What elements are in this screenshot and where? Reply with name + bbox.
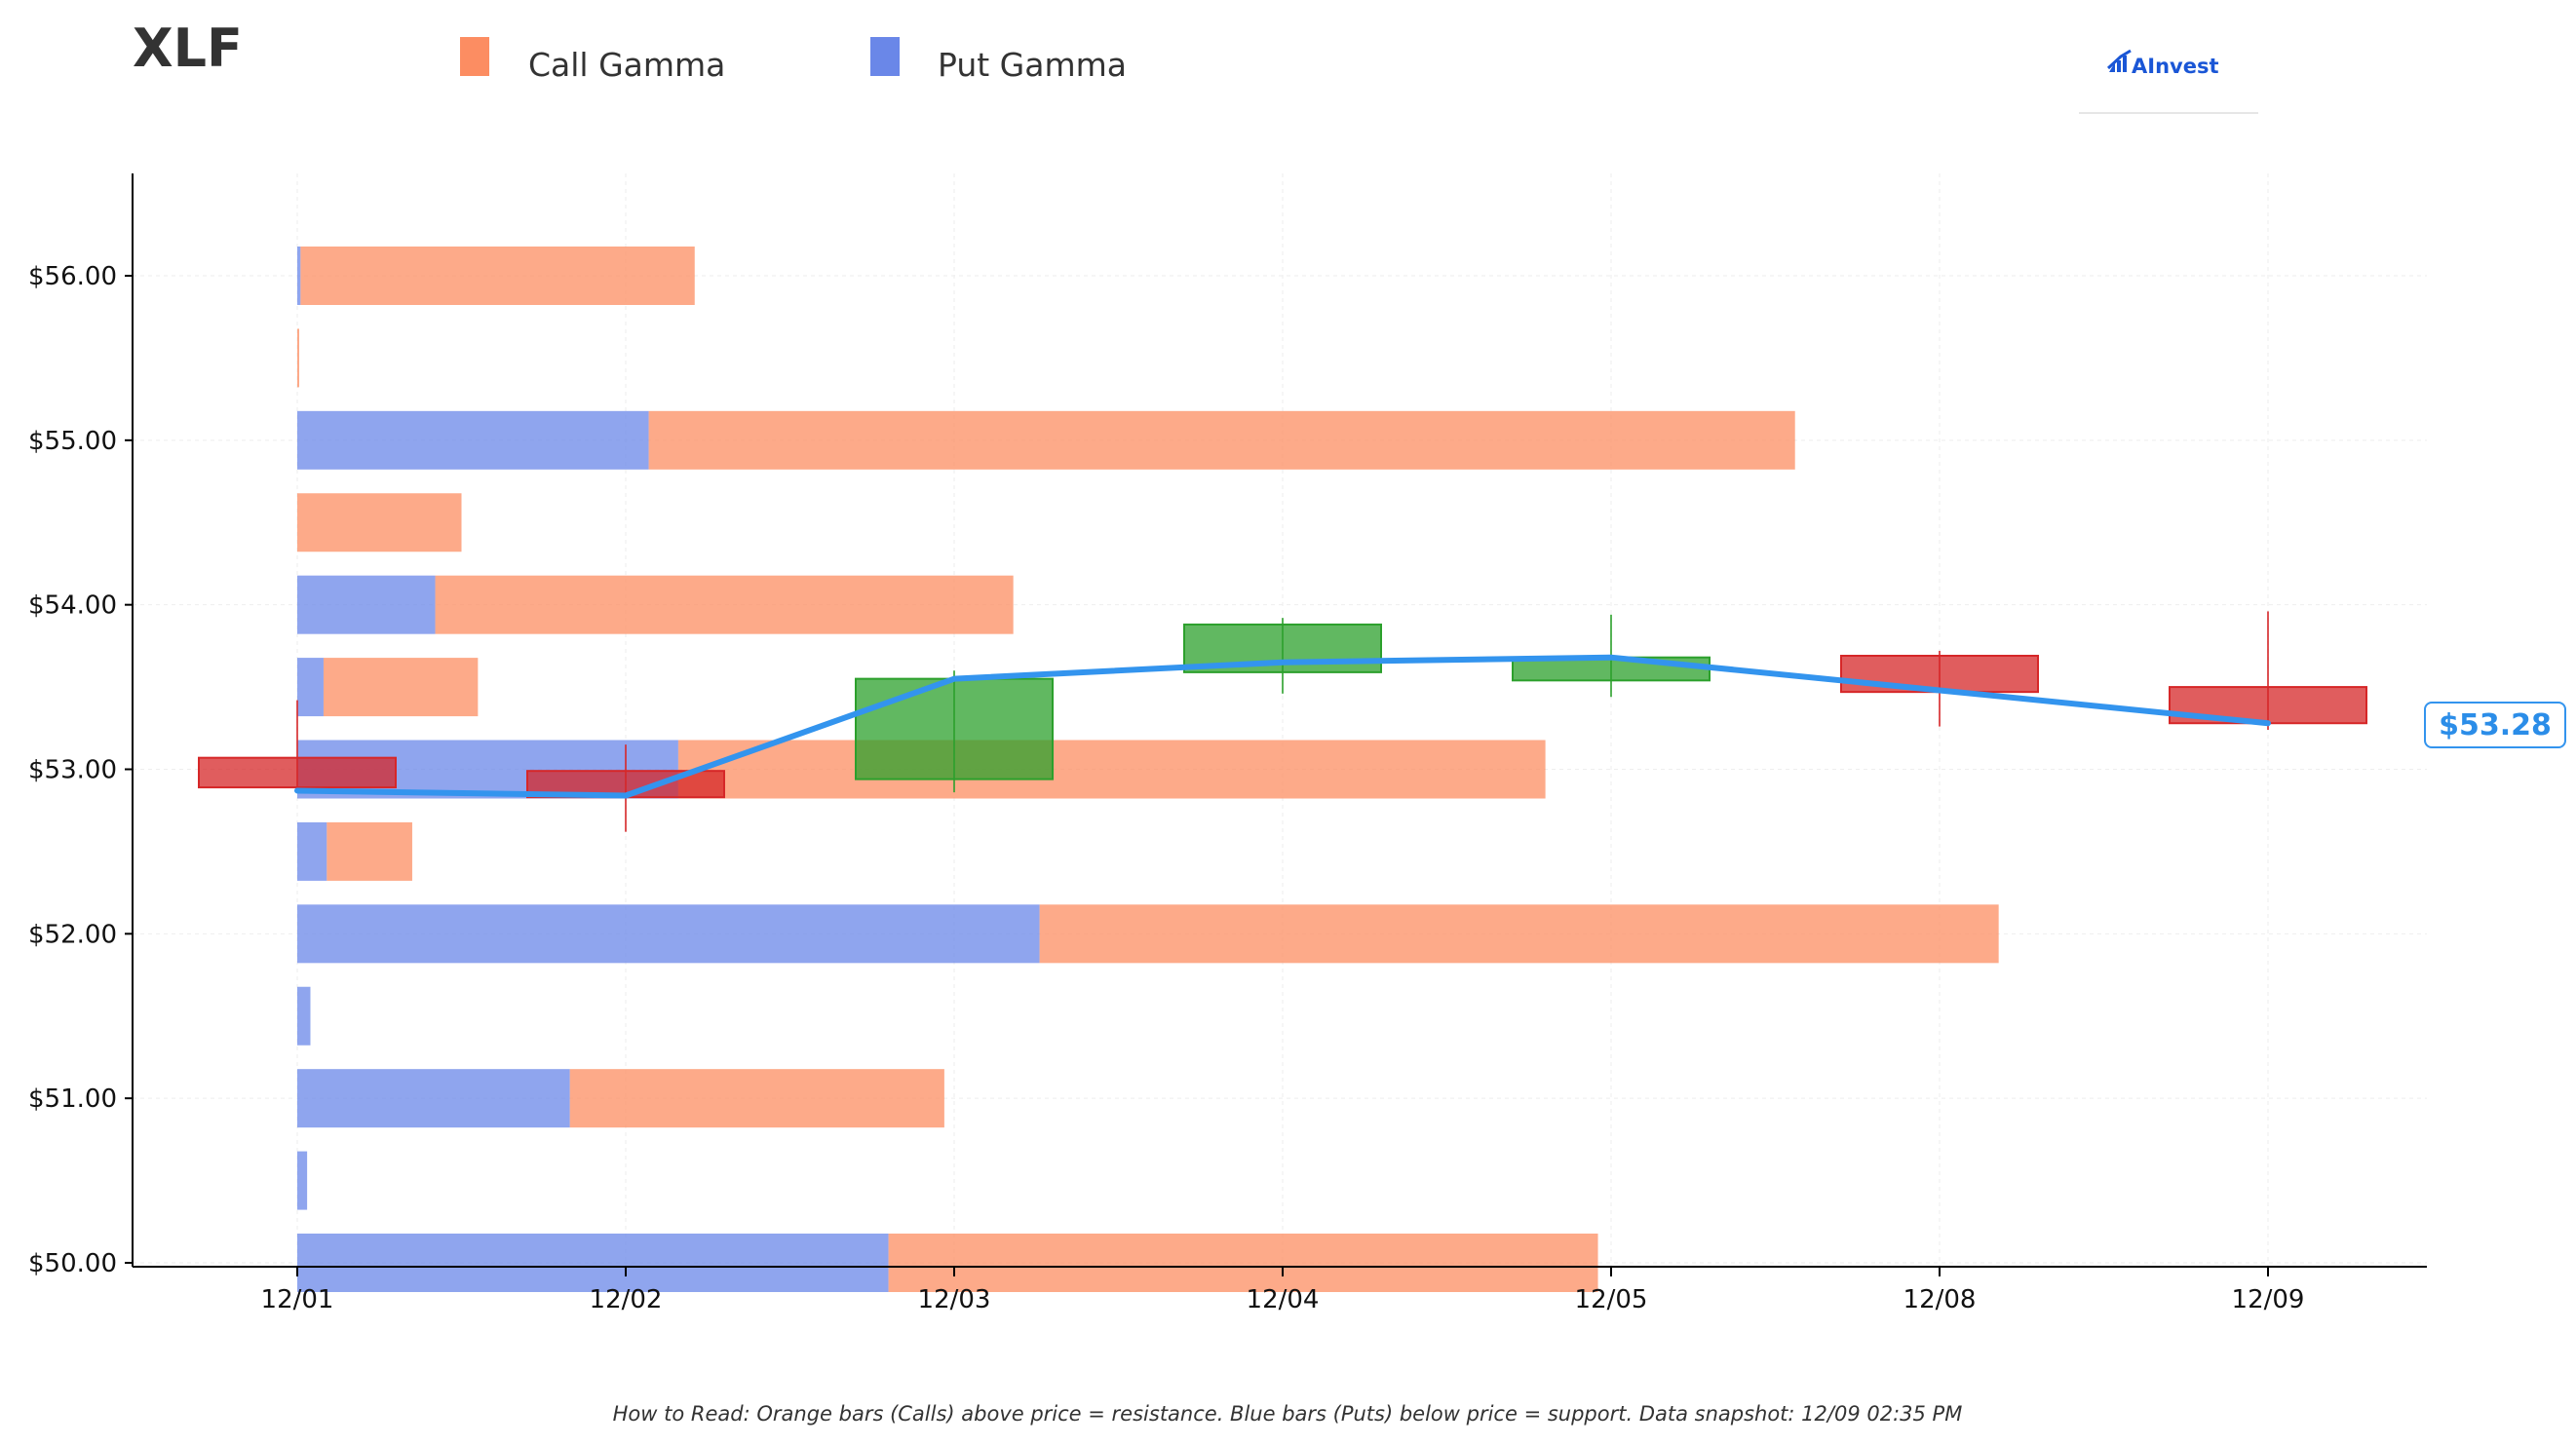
y-tick-label: $51.00	[28, 1084, 117, 1114]
y-tick-label: $53.00	[28, 756, 117, 785]
y-tick-label: $56.00	[28, 262, 117, 291]
candlesticks	[198, 611, 2367, 832]
call-gamma-bar	[1039, 904, 1999, 964]
x-tick-label: 12/04	[1247, 1285, 1320, 1314]
x-tick-label: 12/09	[2232, 1285, 2305, 1314]
brand-name: AInvest	[2132, 55, 2219, 78]
legend-call-swatch	[460, 37, 489, 76]
call-gamma-bar	[435, 575, 1014, 634]
legend-put-label: Put Gamma	[938, 46, 1127, 84]
legend-call-label: Call Gamma	[528, 46, 725, 84]
y-tick-label: $55.00	[28, 427, 117, 456]
gamma-bars	[297, 247, 1999, 1292]
ticker-title: XLF	[133, 18, 243, 79]
ainvest-logo-icon	[2106, 49, 2132, 72]
call-gamma-bar	[297, 493, 462, 552]
call-gamma-bar	[300, 247, 695, 305]
y-tick-label: $50.00	[28, 1249, 117, 1278]
put-gamma-bar	[297, 1234, 889, 1292]
x-tick-label: 12/05	[1575, 1285, 1648, 1314]
x-tick-label: 12/02	[590, 1285, 663, 1314]
call-gamma-bar	[648, 410, 1795, 470]
put-gamma-bar	[297, 986, 311, 1046]
put-gamma-bar	[297, 247, 301, 305]
footer-note: How to Read: Orange bars (Calls) above p…	[613, 1402, 1963, 1426]
put-gamma-bar	[297, 410, 649, 470]
price-tag-box	[2424, 702, 2566, 748]
put-gamma-bar	[297, 821, 327, 881]
price-line	[294, 654, 2271, 799]
x-tick-label: 12/03	[918, 1285, 991, 1314]
brand-logo: AInvest	[2079, 49, 2258, 114]
legend: Call Gamma Put Gamma	[460, 37, 1127, 84]
call-gamma-bar	[569, 1069, 944, 1128]
up-candle-body	[855, 677, 1054, 780]
y-tick-label: $54.00	[28, 591, 117, 621]
put-gamma-bar	[297, 1069, 570, 1128]
call-gamma-bar	[677, 740, 1546, 799]
down-candle-body	[1840, 655, 2039, 694]
call-gamma-bar	[297, 328, 299, 388]
legend-put-swatch	[870, 37, 900, 76]
call-gamma-bar	[327, 821, 412, 881]
y-tick-label: $52.00	[28, 920, 117, 949]
price-line-group	[294, 654, 2271, 799]
axis-labels: $50.00 $51.00 $52.00 $53.00 $54.00 $55.00 $56.…	[28, 262, 2304, 1314]
x-tick-label: 12/08	[1903, 1285, 1977, 1314]
put-gamma-bar	[297, 658, 324, 717]
call-gamma-bar	[323, 658, 479, 717]
put-gamma-bar	[297, 1151, 308, 1210]
call-gamma-bar	[888, 1234, 1598, 1292]
put-gamma-bar	[297, 904, 1040, 964]
current-price-tag: $53.28	[2424, 702, 2566, 748]
current-price-label: $53.28	[2439, 708, 2552, 742]
put-gamma-bar	[297, 575, 436, 634]
x-tick-label: 12/01	[261, 1285, 334, 1314]
down-candle-body	[198, 756, 397, 789]
